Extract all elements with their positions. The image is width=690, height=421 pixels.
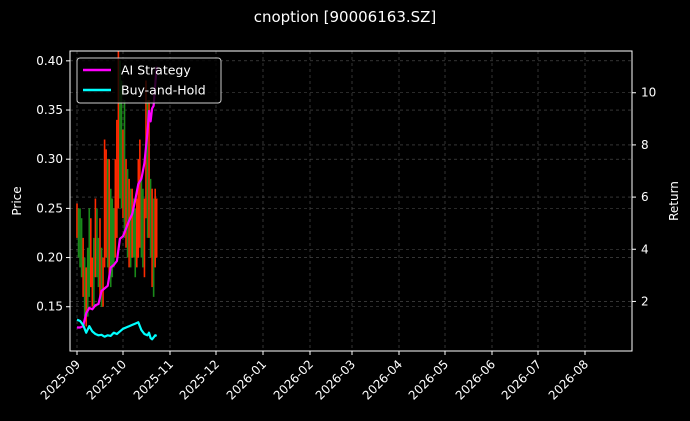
y-right-tick-label: 4 xyxy=(641,242,649,256)
y-left-tick-label: 0.25 xyxy=(36,201,63,215)
y-left-tick-label: 0.15 xyxy=(36,300,63,314)
y-right-tick-label: 2 xyxy=(641,294,649,308)
buy-and-hold-line xyxy=(76,318,158,341)
legend: AI Strategy Buy-and-Hold xyxy=(76,57,222,104)
return-lines xyxy=(76,66,158,341)
x-tick-label: 2026-07 xyxy=(499,357,544,402)
x-tick-label: 2026-05 xyxy=(406,357,451,402)
y-left-tick-label: 0.20 xyxy=(36,251,63,265)
y-axis-right-label: Return xyxy=(667,181,681,221)
x-tick-label: 2026-02 xyxy=(271,357,316,402)
x-tick-label: 2025-12 xyxy=(177,357,222,402)
chart-title: cnoption [90006163.SZ] xyxy=(253,8,437,26)
x-tick-label: 2025-10 xyxy=(84,357,129,402)
y-left-tick-label: 0.30 xyxy=(36,152,63,166)
y-right-tick-label: 8 xyxy=(641,138,649,152)
x-tick-label: 2026-04 xyxy=(360,357,405,402)
legend-ai-strategy-label: AI Strategy xyxy=(121,63,191,78)
y-axis-right: 2 4 6 8 10 xyxy=(632,86,656,308)
x-tick-label: 2026-06 xyxy=(453,357,498,402)
x-axis: 2025-09 2025-10 2025-11 2025-12 2026-01 2026-… xyxy=(38,351,591,403)
y-axis-left-label: Price xyxy=(10,186,24,215)
x-tick-label: 2026-08 xyxy=(546,357,591,402)
y-left-tick-label: 0.35 xyxy=(36,103,63,117)
x-tick-label: 2026-01 xyxy=(224,357,269,402)
x-tick-label: 2026-03 xyxy=(313,357,358,402)
plot-frame xyxy=(69,50,633,352)
x-tick-label: 2025-11 xyxy=(131,357,176,402)
x-tick-label: 2025-09 xyxy=(38,357,83,402)
legend-buy-and-hold-label: Buy-and-Hold xyxy=(121,83,206,98)
y-right-tick-label: 6 xyxy=(641,190,649,204)
legend-box xyxy=(76,57,222,104)
y-right-tick-label: 10 xyxy=(641,86,656,100)
y-left-tick-label: 0.40 xyxy=(36,54,63,68)
y-axis-left: 0.15 0.20 0.25 0.30 0.35 0.40 xyxy=(36,54,70,314)
ai-strategy-line xyxy=(77,66,158,329)
grid-lines xyxy=(70,51,632,351)
